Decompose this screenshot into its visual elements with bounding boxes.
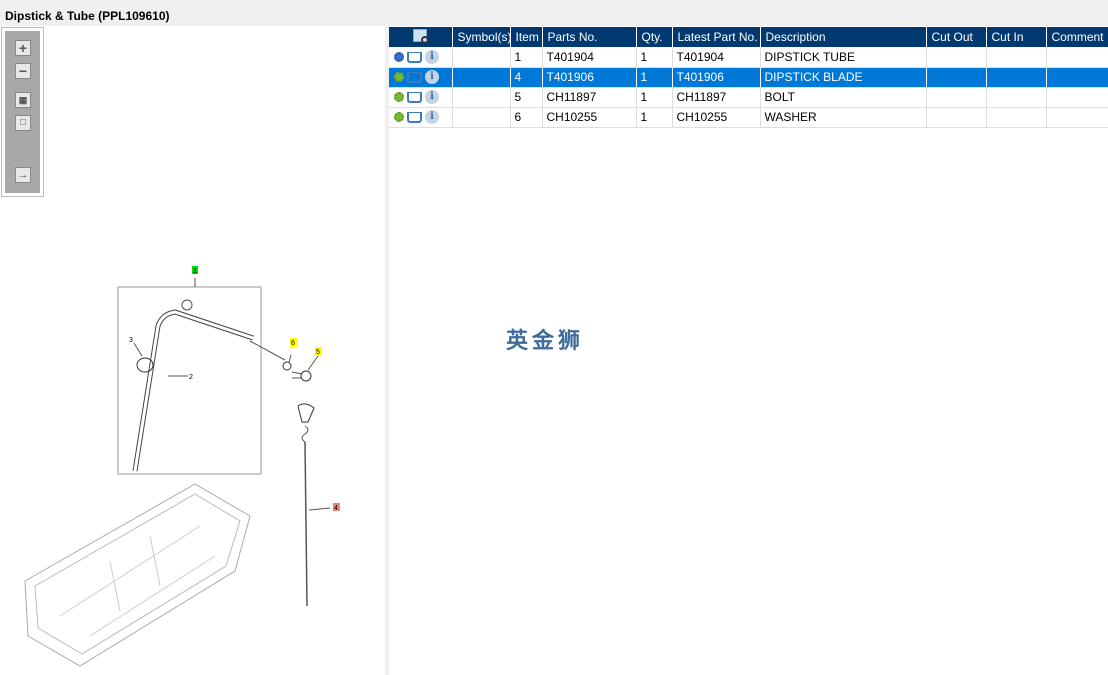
cart-icon[interactable] xyxy=(407,51,422,63)
column-header-latest-part-no[interactable]: Latest Part No. xyxy=(672,27,761,47)
column-header-comment[interactable]: Comment xyxy=(1046,27,1108,47)
column-header-symbols[interactable]: Symbol(s) xyxy=(452,27,511,47)
diagram-pane[interactable]: + − ▦ □ → xyxy=(0,26,385,675)
cell-cut-out xyxy=(926,47,987,68)
watermark-logo: 英金狮 xyxy=(506,329,585,354)
cell-part-no: T401904 xyxy=(542,47,637,68)
column-header-qty[interactable]: Qty. xyxy=(636,27,673,47)
table-row[interactable]: i 1 T401904 1 T401904 DIPSTICK TUBE xyxy=(389,47,1108,68)
column-header-parts-no[interactable]: Parts No. xyxy=(542,27,637,47)
parts-table: Symbol(s) Item Parts No. Qty. Latest Par… xyxy=(389,27,1108,128)
cell-part-no: CH11897 xyxy=(542,87,637,108)
cell-latest-part-no: CH10255 xyxy=(672,107,761,128)
cell-symbols xyxy=(452,107,511,128)
row-actions: i xyxy=(389,47,453,68)
part-gear-icon[interactable] xyxy=(394,112,404,123)
cell-comment xyxy=(1046,87,1108,108)
cell-cut-out xyxy=(926,107,987,128)
row-actions: i xyxy=(389,67,453,88)
cell-latest-part-no: T401906 xyxy=(672,67,761,88)
cart-icon[interactable] xyxy=(407,111,422,123)
info-icon[interactable]: i xyxy=(425,50,439,65)
cell-description: WASHER xyxy=(760,107,927,128)
table-header: Symbol(s) Item Parts No. Qty. Latest Par… xyxy=(389,27,1108,47)
cell-symbols xyxy=(452,47,511,68)
splitter[interactable] xyxy=(385,26,389,675)
callout-1-bg xyxy=(192,266,198,274)
column-header-cut-out[interactable]: Cut Out xyxy=(926,27,987,47)
zoom-in-icon[interactable]: + xyxy=(15,40,31,56)
info-icon[interactable]: i xyxy=(425,70,439,85)
table-row[interactable]: i 4 T401906 1 T401906 DIPSTICK BLADE xyxy=(389,67,1108,88)
cell-item: 4 xyxy=(510,67,543,88)
cart-icon[interactable] xyxy=(407,71,422,83)
row-actions: i xyxy=(389,87,453,108)
cell-symbols xyxy=(452,67,511,88)
callout-6-bg xyxy=(290,338,297,347)
cell-qty: 1 xyxy=(636,87,673,108)
callout-4[interactable]: 4 xyxy=(334,505,338,512)
cell-cut-in xyxy=(986,67,1047,88)
callout-3[interactable]: 3 xyxy=(129,337,133,344)
callout-4-bg xyxy=(333,503,340,511)
info-icon[interactable]: i xyxy=(425,110,439,125)
info-icon[interactable]: i xyxy=(425,90,439,105)
cart-icon[interactable] xyxy=(407,91,422,103)
row-actions: i xyxy=(389,107,453,128)
cell-latest-part-no: CH11897 xyxy=(672,87,761,108)
cell-cut-in xyxy=(986,87,1047,108)
callout-1[interactable]: 1 xyxy=(193,268,197,275)
table-row[interactable]: i 5 CH11897 1 CH11897 BOLT xyxy=(389,87,1108,108)
table-row[interactable]: i 6 CH10255 1 CH10255 WASHER xyxy=(389,107,1108,128)
cell-item: 1 xyxy=(510,47,543,68)
column-header-description[interactable]: Description xyxy=(760,27,927,47)
callout-5[interactable]: 5 xyxy=(316,349,320,356)
search-icon[interactable] xyxy=(413,29,430,44)
part-gear-icon[interactable] xyxy=(394,92,404,103)
cell-comment xyxy=(1046,67,1108,88)
cell-part-no: T401906 xyxy=(542,67,637,88)
cell-comment xyxy=(1046,47,1108,68)
cell-description: BOLT xyxy=(760,87,927,108)
callout-5-bg xyxy=(315,347,322,356)
callout-2[interactable]: 2 xyxy=(189,374,193,381)
cell-part-no: CH10255 xyxy=(542,107,637,128)
fit-all-icon[interactable]: ▦ xyxy=(15,92,31,108)
cell-symbols xyxy=(452,87,511,108)
callout-6[interactable]: 6 xyxy=(291,340,295,347)
page-title: Dipstick & Tube (PPL109610) xyxy=(0,0,1108,26)
cell-cut-in xyxy=(986,107,1047,128)
column-header-cut-in[interactable]: Cut In xyxy=(986,27,1047,47)
cell-cut-out xyxy=(926,67,987,88)
toggle-panel-icon[interactable]: → xyxy=(15,167,31,183)
column-header-item[interactable]: Item xyxy=(510,27,543,47)
cell-item: 6 xyxy=(510,107,543,128)
cell-comment xyxy=(1046,107,1108,128)
column-header-search[interactable] xyxy=(389,27,453,47)
diagram-toolbar: + − ▦ □ → xyxy=(1,27,44,197)
cell-latest-part-no: T401904 xyxy=(672,47,761,68)
cell-qty: 1 xyxy=(636,107,673,128)
cell-item: 5 xyxy=(510,87,543,108)
actual-size-icon[interactable]: □ xyxy=(15,115,31,131)
zoom-out-icon[interactable]: − xyxy=(15,63,31,79)
cell-description: DIPSTICK TUBE xyxy=(760,47,927,68)
cell-qty: 1 xyxy=(636,67,673,88)
part-gear-icon[interactable] xyxy=(394,72,404,83)
cell-cut-out xyxy=(926,87,987,108)
cell-description: DIPSTICK BLADE xyxy=(760,67,927,88)
assembly-gear-icon[interactable] xyxy=(394,52,404,63)
parts-diagram: 1 2 3 4 5 6 xyxy=(24,266,340,667)
cell-qty: 1 xyxy=(636,47,673,68)
cell-cut-in xyxy=(986,47,1047,68)
